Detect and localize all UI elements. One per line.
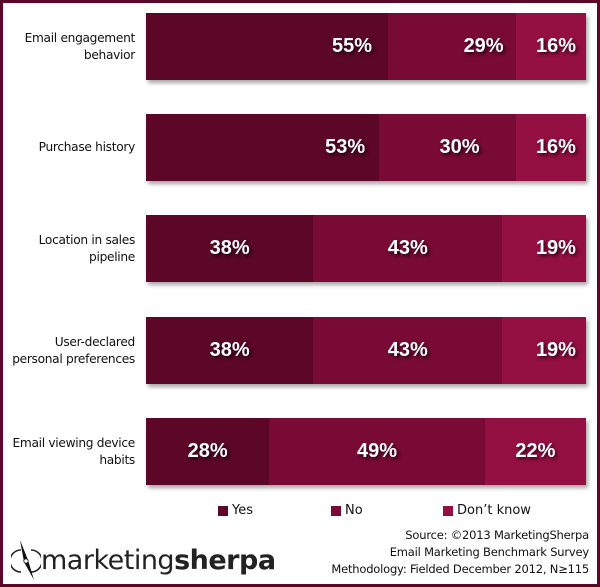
segment-no: 43% [313, 317, 503, 384]
segment-dont-know: 19% [502, 317, 586, 384]
legend: Yes No Don’t know [3, 503, 597, 521]
stacked-bar: 53% 30% 16% [146, 114, 586, 181]
methodology-line: Methodology: Fielded December 2012, N≥11… [331, 562, 589, 576]
label-line: personal preferences [12, 351, 135, 366]
chart-row: Email viewing device habits 28% 49% 22% [3, 418, 597, 485]
stacked-bar: 38% 43% 19% [146, 215, 586, 282]
category-label: Purchase history [9, 114, 136, 181]
segment-no: 49% [269, 418, 485, 485]
logo-text-light: marketing [41, 544, 175, 576]
legend-label-dont-know: Don’t know [457, 503, 531, 518]
category-label: Location in sales pipeline [9, 215, 136, 282]
legend-item-dont-know: Don’t know [443, 503, 531, 518]
stacked-bar: 38% 43% 19% [146, 317, 586, 384]
source-note: Source: ©2013 MarketingSherpa Email Mark… [331, 527, 589, 578]
segment-yes: 38% [146, 215, 314, 282]
label-line: habits [99, 452, 135, 467]
legend-swatch-no [331, 505, 341, 516]
legend-label-yes: Yes [232, 503, 253, 518]
label-line: Email engagement [24, 30, 136, 45]
segment-yes: 38% [146, 317, 314, 384]
logo-text-bold: sherpa [174, 544, 276, 576]
chart-row: Purchase history 53% 30% 16% [3, 114, 597, 181]
label-line: Email viewing device [12, 435, 135, 450]
segment-no: 43% [313, 215, 503, 282]
label-line: behavior [83, 47, 135, 62]
legend-item-yes: Yes [218, 503, 253, 518]
legend-label-no: No [345, 503, 363, 518]
label-line: Purchase history [38, 140, 136, 154]
label-line: Location in sales [38, 232, 136, 247]
category-label: Email viewing device habits [9, 418, 135, 485]
segment-dont-know: 22% [484, 418, 586, 485]
category-label: User-declared personal preferences [9, 317, 135, 384]
compass-needle-icon [11, 540, 41, 580]
segment-no: 30% [379, 114, 516, 181]
chart-row: Email engagement behavior 55% 29% 16% [3, 13, 597, 80]
legend-swatch-dont-know [443, 505, 453, 516]
source-line: Source: ©2013 MarketingSherpa [405, 528, 589, 542]
segment-dont-know: 16% [515, 114, 586, 181]
legend-swatch-yes [218, 505, 228, 516]
segment-yes: 53% [146, 114, 380, 181]
segment-yes: 55% [146, 13, 388, 80]
label-line: User-declared [54, 334, 136, 349]
category-label: Email engagement behavior [9, 13, 136, 80]
label-line: pipeline [89, 249, 135, 264]
legend-item-no: No [331, 503, 363, 518]
chart-row: Location in sales pipeline 38% 43% 19% [3, 215, 597, 282]
segment-yes: 28% [146, 418, 270, 485]
source-line: Email Marketing Benchmark Survey [389, 545, 589, 559]
stacked-bar: 28% 49% 22% [146, 418, 586, 485]
segment-dont-know: 16% [515, 13, 586, 80]
stacked-bar: 55% 29% 16% [146, 13, 586, 80]
logo-wordmark: marketingsherpa [41, 545, 276, 576]
segment-dont-know: 19% [502, 215, 586, 282]
chart-row: User-declared personal preferences 38% 43… [3, 317, 597, 384]
marketingsherpa-logo: marketingsherpa [11, 538, 276, 582]
segment-no: 29% [388, 13, 516, 80]
